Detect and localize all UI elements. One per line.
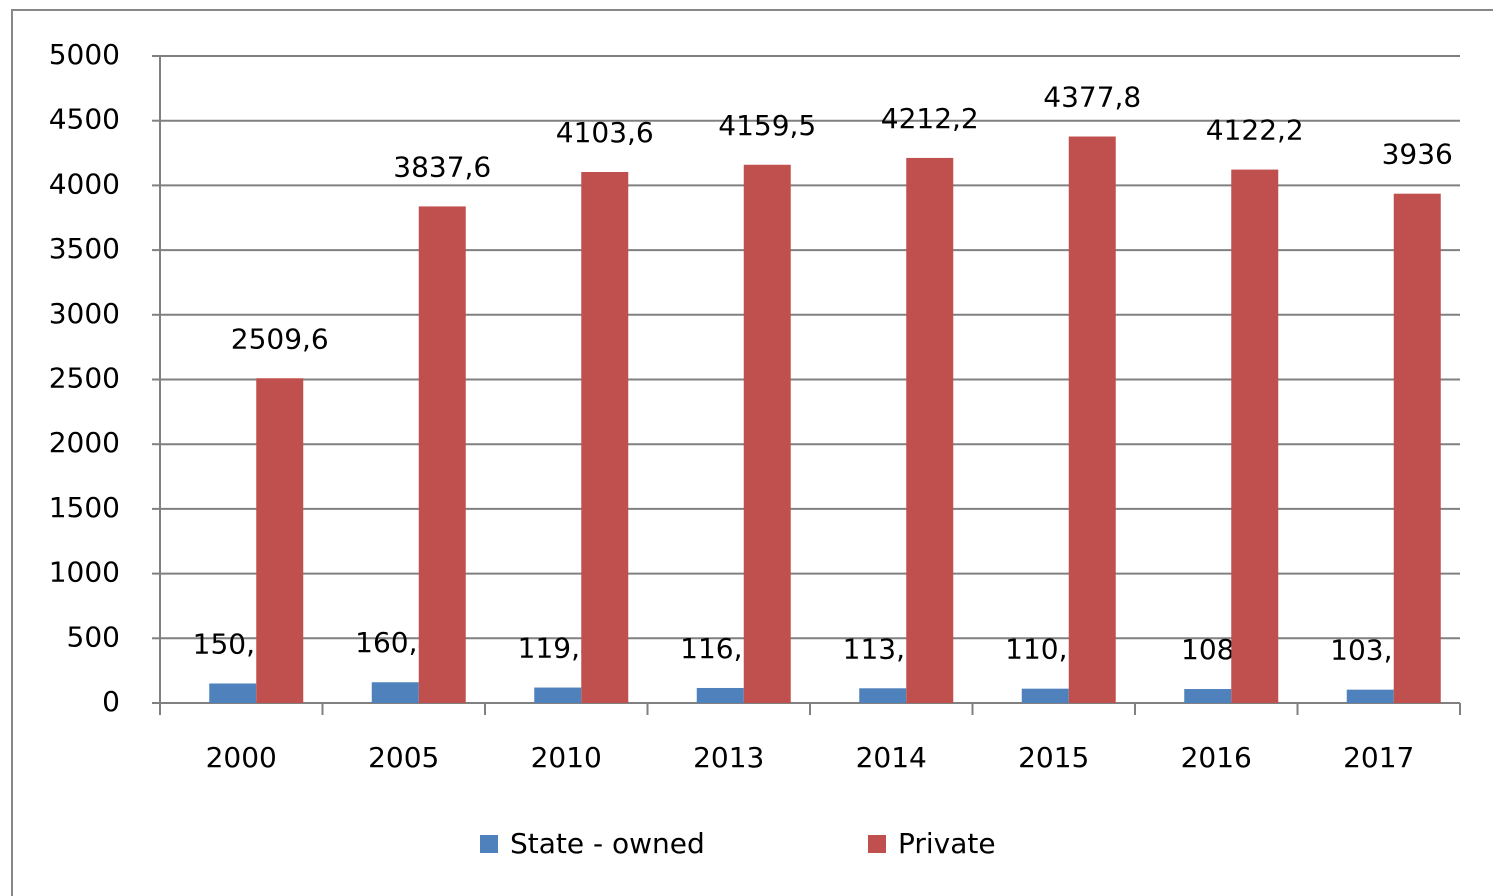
y-tick-label: 3500 bbox=[49, 232, 120, 265]
bar bbox=[581, 171, 629, 704]
bar bbox=[696, 687, 744, 703]
bar bbox=[743, 164, 791, 704]
value-label: 3936 bbox=[1382, 138, 1453, 171]
y-tick-label: 1500 bbox=[49, 491, 120, 524]
y-tick-label: 1000 bbox=[49, 556, 120, 589]
bar bbox=[1184, 689, 1232, 703]
y-tick-label: 500 bbox=[67, 620, 120, 653]
legend-swatch bbox=[868, 835, 886, 853]
bar bbox=[906, 157, 954, 704]
y-tick-label: 5000 bbox=[49, 38, 120, 71]
bar bbox=[1231, 169, 1279, 703]
bar bbox=[418, 206, 466, 704]
value-label: 108 bbox=[1181, 633, 1234, 666]
bar bbox=[209, 683, 257, 703]
bar bbox=[1068, 136, 1116, 703]
bar bbox=[371, 682, 419, 703]
x-tick-label: 2013 bbox=[693, 741, 764, 774]
x-tick-label: 2000 bbox=[206, 741, 277, 774]
value-label: 4377,8 bbox=[1043, 81, 1141, 114]
y-tick-label: 4000 bbox=[49, 167, 120, 200]
y-tick-label: 2500 bbox=[49, 362, 120, 395]
bar bbox=[859, 688, 907, 703]
value-label: 2509,6 bbox=[231, 322, 329, 355]
bar bbox=[534, 687, 582, 703]
bar bbox=[1346, 689, 1394, 703]
value-label: 4103,6 bbox=[556, 116, 654, 149]
legend-swatch bbox=[480, 835, 498, 853]
x-tick-label: 2017 bbox=[1343, 741, 1414, 774]
value-label: 4159,5 bbox=[718, 109, 816, 142]
y-tick-label: 0 bbox=[102, 685, 120, 718]
x-tick-label: 2005 bbox=[368, 741, 439, 774]
legend-label: Private bbox=[898, 827, 996, 860]
y-tick-label: 4500 bbox=[49, 103, 120, 136]
value-label: 3837,6 bbox=[393, 150, 491, 183]
x-tick-label: 2015 bbox=[1018, 741, 1089, 774]
bar bbox=[256, 378, 304, 703]
y-tick-label: 3000 bbox=[49, 297, 120, 330]
value-label: 4122,2 bbox=[1206, 114, 1304, 147]
bar bbox=[1393, 193, 1441, 704]
x-tick-label: 2010 bbox=[531, 741, 602, 774]
legend-label: State - owned bbox=[510, 827, 705, 860]
y-tick-label: 2000 bbox=[49, 426, 120, 459]
x-tick-label: 2014 bbox=[856, 741, 927, 774]
value-label: 4212,2 bbox=[881, 102, 979, 135]
x-tick-label: 2016 bbox=[1181, 741, 1252, 774]
bar bbox=[1021, 688, 1069, 703]
